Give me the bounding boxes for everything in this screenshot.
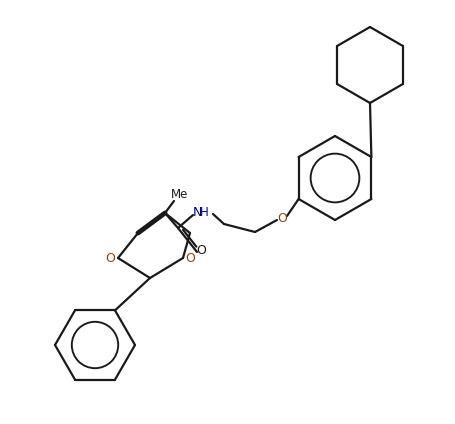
Text: O: O xyxy=(105,251,115,265)
Text: Me: Me xyxy=(172,187,189,201)
Text: O: O xyxy=(185,251,195,265)
Text: O: O xyxy=(196,245,206,257)
Text: N: N xyxy=(192,206,202,218)
Text: H: H xyxy=(200,206,208,218)
Text: O: O xyxy=(277,212,287,224)
